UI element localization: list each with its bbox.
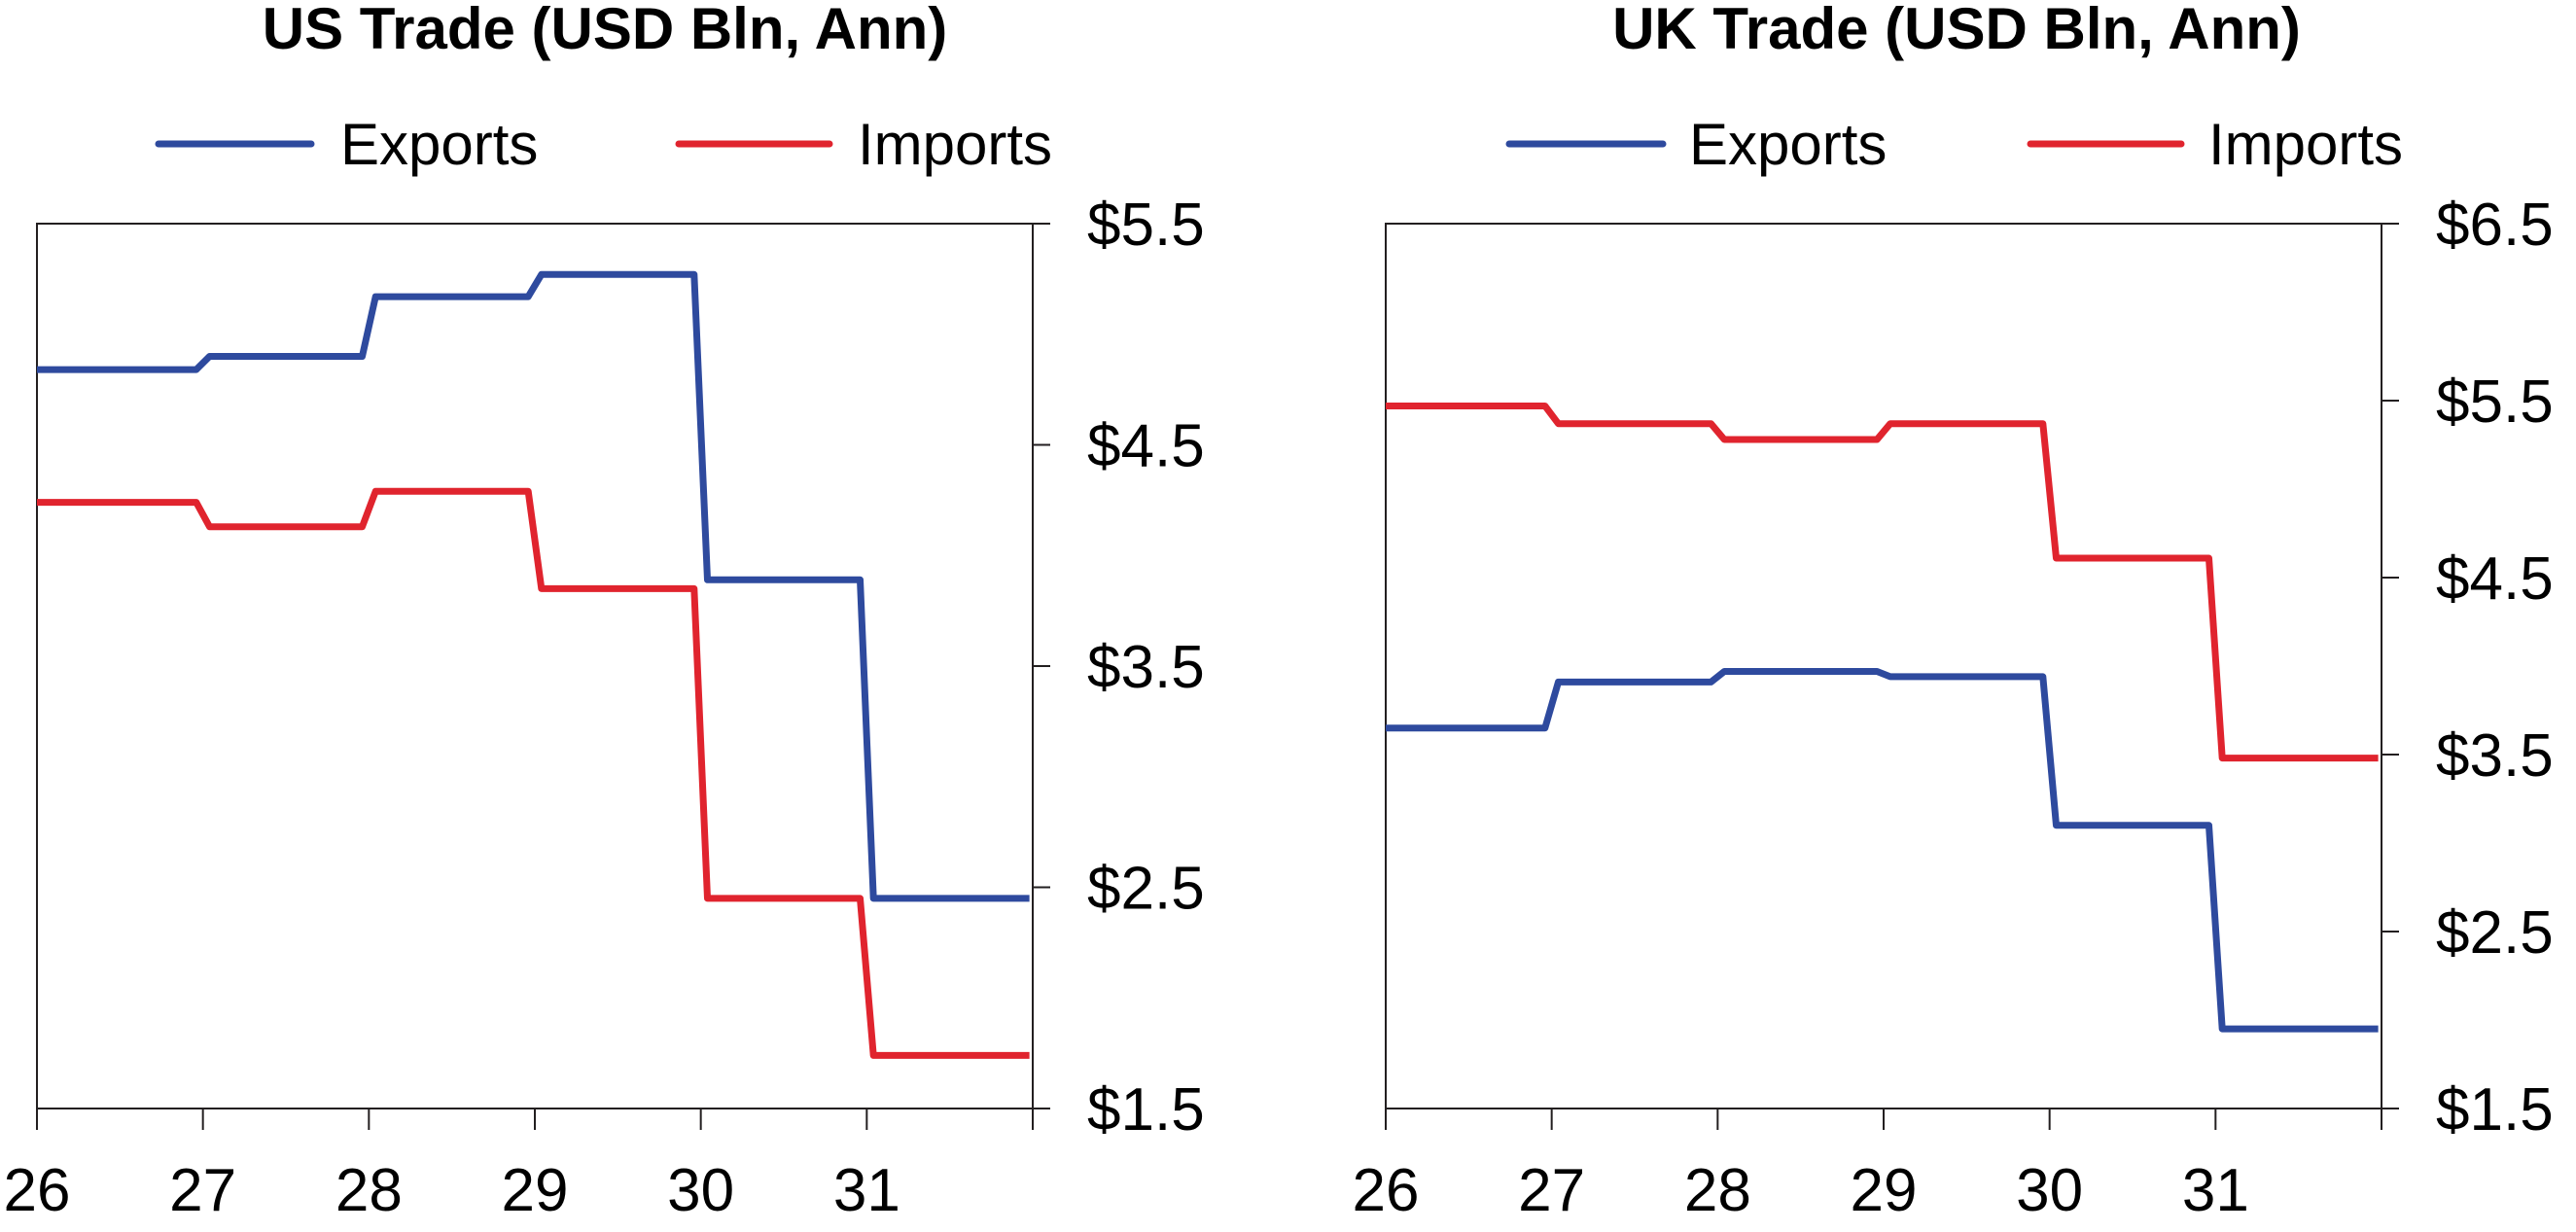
us-x-tick-label: 28 <box>335 1157 403 1224</box>
uk-y-tick-label: $2.5 <box>2436 899 2554 967</box>
us-legend-label-imports: Imports <box>858 112 1052 177</box>
uk-legend-label-imports: Imports <box>2208 112 2403 177</box>
us-y-tick-label: $1.5 <box>1087 1076 1205 1144</box>
us-legend-label-exports: Exports <box>340 112 538 177</box>
us-x-tick-label: 29 <box>502 1157 569 1224</box>
uk-y-tick-label: $1.5 <box>2436 1076 2554 1144</box>
uk-x-tick-label: 31 <box>2182 1157 2249 1224</box>
uk-x-tick-label: 27 <box>1518 1157 1585 1224</box>
uk-y-tick-label: $6.5 <box>2436 192 2554 259</box>
uk-x-tick-label: 26 <box>1353 1157 1420 1224</box>
uk-x-tick-label: 30 <box>2016 1157 2083 1224</box>
us-x-tick-label: 27 <box>169 1157 236 1224</box>
us-x-tick-label: 26 <box>4 1157 71 1224</box>
us-x-tick-label: 30 <box>667 1157 734 1224</box>
us-x-tick-label: 31 <box>833 1157 900 1224</box>
uk-legend-label-exports: Exports <box>1689 112 1887 177</box>
uk-x-tick-label: 28 <box>1684 1157 1751 1224</box>
us-series-line-exports <box>37 270 1030 902</box>
us-y-tick-label: $2.5 <box>1087 856 1205 923</box>
us-plot-frame <box>36 223 1034 1109</box>
uk-series-line-exports <box>1386 668 2379 1033</box>
uk-series-line-imports <box>1386 403 2379 762</box>
uk-y-tick-label: $5.5 <box>2436 369 2554 436</box>
us-y-tick-label: $3.5 <box>1087 634 1205 701</box>
uk-x-tick-label: 29 <box>1851 1157 1918 1224</box>
uk-plot-frame <box>1385 223 2382 1109</box>
us-y-tick-label: $4.5 <box>1087 413 1205 480</box>
uk-y-tick-label: $4.5 <box>2436 546 2554 613</box>
us-series-line-imports <box>37 487 1030 1059</box>
us-trade-panel: US Trade (USD Bln, Ann) Exports Imports $1.… <box>4 0 1205 1224</box>
us-y-tick-label: $5.5 <box>1087 192 1205 259</box>
uk-trade-panel: UK Trade (USD Bln, Ann) Exports Imports $1.… <box>1353 0 2554 1224</box>
uk-y-tick-label: $3.5 <box>2436 722 2554 790</box>
uk-chart-title: UK Trade (USD Bln, Ann) <box>1612 0 2301 61</box>
us-chart-title: US Trade (USD Bln, Ann) <box>263 0 947 61</box>
